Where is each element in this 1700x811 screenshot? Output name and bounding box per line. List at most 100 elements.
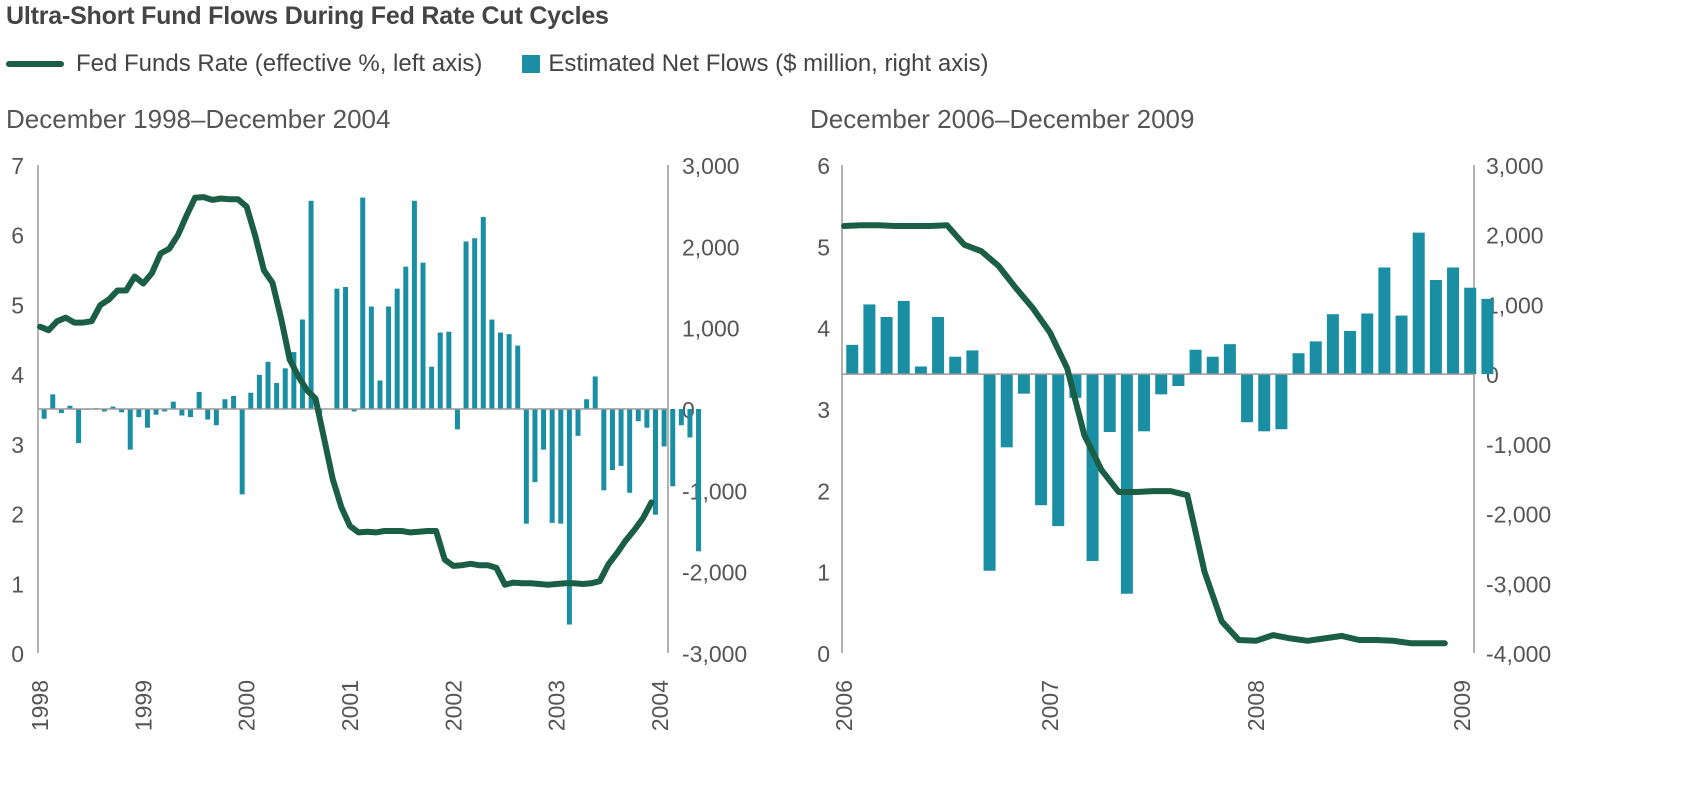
- panel-2-right-tick-label: 2,000: [1486, 223, 1544, 249]
- panel-1-flow-bar: [609, 409, 615, 470]
- panel-2-right-tick-label: 1,000: [1486, 292, 1544, 318]
- panel-1-right-tick-label: 2,000: [682, 234, 740, 260]
- panel-1-x-tick-label: 1998: [27, 680, 53, 731]
- panel-1-left-tick-label: 7: [11, 153, 24, 179]
- panel-1-flow-bar: [50, 394, 56, 409]
- panel-2-right-tick-label: -3,000: [1486, 571, 1551, 597]
- bar-legend-swatch: [522, 55, 541, 73]
- panel-1-flow-bar: [454, 409, 460, 430]
- panel-1-flow-bar: [558, 409, 564, 524]
- panel-1-flow-bar: [101, 409, 107, 412]
- panel-1-left-tick-label: 4: [11, 362, 24, 388]
- panel-1-x-tick-label: 2004: [647, 680, 673, 731]
- panel-2-left-tick-label: 1: [817, 560, 830, 586]
- panel-1-flow-bar: [394, 288, 400, 409]
- panel-2-flow-bar: [1429, 280, 1442, 375]
- panel-1-left-tick-label: 0: [11, 641, 24, 667]
- panel-1-x-tick-label: 1999: [130, 680, 156, 731]
- panel-1-flow-bar: [58, 409, 64, 414]
- panel-2-flow-bar: [1481, 298, 1494, 375]
- panel-1-flow-bar: [248, 392, 254, 409]
- panel-1-flow-bar: [119, 409, 125, 413]
- panel-2-flow-bar: [1172, 374, 1185, 386]
- panel-2-flow-bar: [1412, 232, 1425, 375]
- panel-1-flow-bar: [308, 200, 314, 409]
- panel-1-fed-funds-line: [37, 194, 655, 588]
- panel-1-flow-bar: [222, 399, 228, 409]
- panel-1-flow-bar: [351, 409, 357, 412]
- panel-2-right-tick-label: 3,000: [1486, 153, 1544, 179]
- panel-1-x-tick-label: 2002: [440, 680, 466, 731]
- panel-2-left-tick-label: 3: [817, 397, 830, 423]
- panel-2-flow-bar: [983, 374, 996, 571]
- panel-2-flow-bar: [1103, 374, 1116, 433]
- panel-1-x-tick-label: 2001: [337, 680, 363, 731]
- panel-1-flow-bar: [618, 409, 624, 466]
- panel-2-flow-bar: [1292, 353, 1305, 375]
- panel-1-right-tick-label: -3,000: [682, 641, 747, 667]
- panel-2-flow-bar: [1344, 330, 1357, 375]
- panel-1-flow-bar: [386, 306, 392, 409]
- panel-1-flow-bar: [541, 409, 547, 450]
- panel-1-flow-bar: [282, 368, 288, 409]
- panel-1-flow-bar: [411, 200, 417, 409]
- panel-2-flow-bar: [1189, 349, 1202, 375]
- panel-1-left-tick-label: 1: [11, 571, 24, 597]
- panel-2-right-tick-label: -4,000: [1486, 641, 1551, 667]
- panel-1-flow-bar: [403, 266, 409, 409]
- panel-1-flow-bar: [661, 409, 667, 447]
- panel-2-x-tick-label: 2009: [1449, 680, 1475, 731]
- panel-1-flow-bar: [110, 406, 116, 409]
- panel-2-flow-bar: [1052, 374, 1065, 527]
- panel-2-flow-bar: [966, 350, 979, 375]
- panel-2-flow-bar: [1464, 287, 1477, 375]
- panel-2-right-tick-label: -2,000: [1486, 502, 1551, 528]
- panel-1-left-tick-label: 5: [11, 292, 24, 318]
- panel-1-flow-bar: [627, 409, 633, 493]
- panel-1-x-tick-label: 2000: [234, 680, 260, 731]
- panel-1-flow-bar: [213, 409, 219, 426]
- panel-1-flow-bar: [635, 409, 641, 422]
- panel-1-flow-bar: [291, 352, 297, 409]
- panel-2-flow-bar: [949, 356, 962, 375]
- panel-2-flow-bar: [932, 316, 945, 375]
- panel-2-left-tick-label: 6: [817, 153, 830, 179]
- panel-1-flow-bar: [420, 262, 426, 409]
- panel-1-right-tick-label: -2,000: [682, 560, 747, 586]
- panel-1-flow-bar: [515, 345, 521, 409]
- panel-1-flow-bar: [144, 409, 150, 428]
- panel-1-flow-bar: [170, 401, 176, 409]
- panel-2-flow-bar: [1138, 374, 1151, 432]
- panel-2-flow-bar: [1120, 374, 1133, 594]
- panel-1-flow-bar: [575, 409, 581, 436]
- panel-1-flow-bar: [489, 319, 495, 409]
- panel-1-flow-bar: [299, 319, 305, 409]
- panel-1-flow-bar: [368, 306, 374, 409]
- panel-2-right-tick-label: -1,000: [1486, 432, 1551, 458]
- panel-1-flow-bar: [239, 409, 245, 495]
- panel-2-x-tick-label: 2006: [831, 680, 857, 731]
- panel-2-left-tick-label: 4: [817, 316, 830, 342]
- panel-2-flow-bar: [1223, 344, 1236, 375]
- panel-1-flow-bar: [480, 217, 486, 409]
- panel-1-flow-bar: [429, 366, 435, 409]
- panel-2-left-tick-label: 0: [817, 641, 830, 667]
- panel-2-fed-funds-line: [841, 222, 1448, 647]
- panel-2-flow-bar: [1017, 374, 1030, 394]
- panel-1-flow-bar: [549, 409, 555, 523]
- panel-2-flow-bar: [1258, 374, 1271, 432]
- panel-1-flow-bar: [136, 409, 142, 418]
- panel-2-flow-bar: [880, 316, 893, 375]
- panel-1-flow-bar: [523, 409, 529, 524]
- panel-1-flow-bar: [678, 409, 684, 426]
- panel-1-flow-bar: [67, 405, 73, 409]
- panel-2-flow-bar: [1086, 374, 1099, 561]
- panel-1-flow-bar: [265, 361, 271, 409]
- panel-1-flow-bar: [584, 399, 590, 409]
- panel-2-title: December 2006–December 2009: [810, 104, 1195, 134]
- panel-2-flow-bar: [1378, 267, 1391, 375]
- panel-1-flow-bar: [532, 409, 538, 483]
- panel-1-flow-bar: [256, 374, 262, 409]
- panel-2-flow-bar: [897, 300, 910, 375]
